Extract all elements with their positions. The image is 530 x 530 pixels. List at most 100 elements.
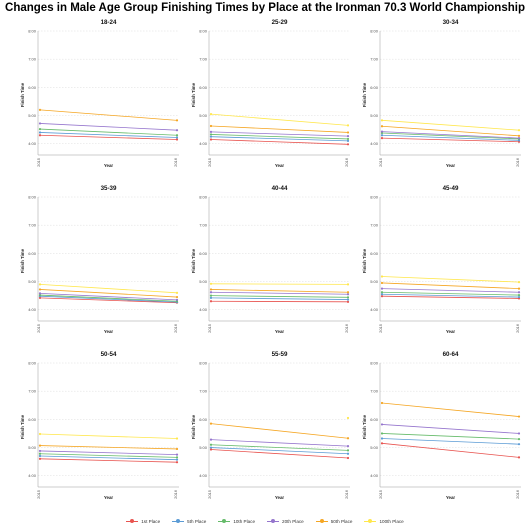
series-line-5th-place <box>381 134 520 141</box>
y-tick-label: 4:00 <box>199 141 208 146</box>
series-line-5th-place <box>381 293 520 298</box>
legend-label: 1st Place <box>141 518 161 524</box>
data-point <box>380 136 384 140</box>
data-point <box>346 137 350 141</box>
panel-25-29: 25-29 4:00 5:00 6:00 7:00 8:00 2015 2016 Year Fin… <box>191 19 350 168</box>
y-tick-label: 5:00 <box>28 113 37 118</box>
series-line-50th-place <box>39 445 178 450</box>
panel-title: 60-64 <box>443 351 459 358</box>
series-line-50th-place <box>210 289 349 293</box>
data-point <box>517 443 521 446</box>
data-point <box>380 287 384 290</box>
series-line-10th-place <box>381 291 520 296</box>
panel-title: 45-49 <box>443 185 459 192</box>
y-tick-label: 7:00 <box>199 389 208 394</box>
y-tick-label: 4:00 <box>28 307 37 312</box>
panel-title: 55-59 <box>272 351 288 358</box>
data-point <box>380 401 384 405</box>
x-tick-label: 2016 <box>344 489 349 499</box>
data-point <box>380 291 384 294</box>
y-tick-label: 6:00 <box>370 85 379 90</box>
data-point <box>380 437 384 440</box>
data-point <box>175 458 179 461</box>
series-line-10th-place <box>381 132 520 140</box>
data-point <box>38 296 42 299</box>
data-point <box>517 456 521 459</box>
data-point <box>209 133 213 136</box>
data-point <box>517 432 521 435</box>
data-point <box>380 125 384 128</box>
series-line-10th-place <box>210 295 349 298</box>
y-tick-label: 8:00 <box>28 28 37 33</box>
x-tick-label: 2016 <box>515 157 520 167</box>
legend-swatch <box>126 519 139 524</box>
series-line-100th-place <box>381 119 520 131</box>
data-point <box>346 437 350 440</box>
y-tick-label: 4:00 <box>199 307 208 312</box>
data-point <box>346 452 350 455</box>
y-tick-label: 8:00 <box>28 194 37 199</box>
data-point <box>209 446 213 449</box>
series-line-5th-place <box>39 455 178 461</box>
series-line-5th-place <box>39 295 178 303</box>
y-tick-label: 7:00 <box>370 223 379 228</box>
y-tick-label: 4:00 <box>28 473 37 478</box>
series-line-20th-place <box>210 439 349 447</box>
data-point <box>175 453 179 456</box>
data-point <box>346 298 350 301</box>
panel-30-34: 30-34 4:00 5:00 6:00 7:00 8:00 2015 2016 Year Fin… <box>362 19 521 168</box>
data-point <box>517 129 521 132</box>
y-axis-label: Finish Time <box>362 248 367 273</box>
y-tick-label: 8:00 <box>199 194 208 199</box>
series-line-20th-place <box>210 131 349 137</box>
x-axis-label: Year <box>446 329 456 334</box>
series-line-10th-place <box>39 128 178 136</box>
series-line-5th-place <box>210 297 349 300</box>
legend-swatch <box>267 519 280 524</box>
series-line-10th-place <box>210 444 349 451</box>
series-line-50th-place <box>210 423 349 439</box>
y-tick-label: 8:00 <box>370 28 379 33</box>
x-tick-label: 2015 <box>378 323 383 333</box>
series-line-1st-place <box>39 458 178 463</box>
y-tick-label: 4:00 <box>370 307 379 312</box>
data-point <box>346 449 350 452</box>
panel-title: 40-44 <box>272 185 288 192</box>
series-line-1st-place <box>39 134 178 140</box>
legend-label: 10th Place <box>233 518 256 524</box>
y-tick-label: 5:00 <box>199 445 208 450</box>
y-tick-label: 6:00 <box>199 251 208 256</box>
data-point <box>346 139 350 143</box>
data-point <box>175 298 179 301</box>
data-point <box>38 283 42 286</box>
series-line-50th-place <box>39 109 178 121</box>
data-point <box>175 437 179 440</box>
y-tick-label: 4:00 <box>370 473 379 478</box>
legend-item: 1st Place <box>126 519 160 524</box>
data-point <box>346 291 350 294</box>
data-point <box>209 296 213 299</box>
x-tick-label: 2015 <box>36 157 41 167</box>
y-tick-label: 8:00 <box>370 194 379 199</box>
y-axis-label: Finish Time <box>191 248 196 273</box>
data-point <box>209 113 213 116</box>
data-point <box>380 423 384 426</box>
y-tick-label: 4:00 <box>28 141 37 146</box>
data-point <box>38 292 42 295</box>
y-tick-label: 6:00 <box>370 251 379 256</box>
data-point <box>175 138 179 141</box>
y-tick-label: 5:00 <box>370 445 379 450</box>
panel-18-24: 18-24 4:00 5:00 6:00 7:00 8:00 2015 2016 Year Fin… <box>20 19 179 168</box>
data-point <box>346 300 350 303</box>
series-line-100th-place <box>39 283 178 294</box>
data-point <box>346 416 350 420</box>
data-point <box>38 457 42 460</box>
y-tick-label: 4:00 <box>370 141 379 146</box>
data-point <box>346 124 350 127</box>
series-line-1st-place <box>381 295 520 299</box>
y-tick-label: 7:00 <box>28 223 37 228</box>
data-point <box>209 443 213 446</box>
y-axis-label: Finish Time <box>20 414 25 439</box>
data-point <box>38 134 42 137</box>
series-line-10th-place <box>210 134 349 140</box>
